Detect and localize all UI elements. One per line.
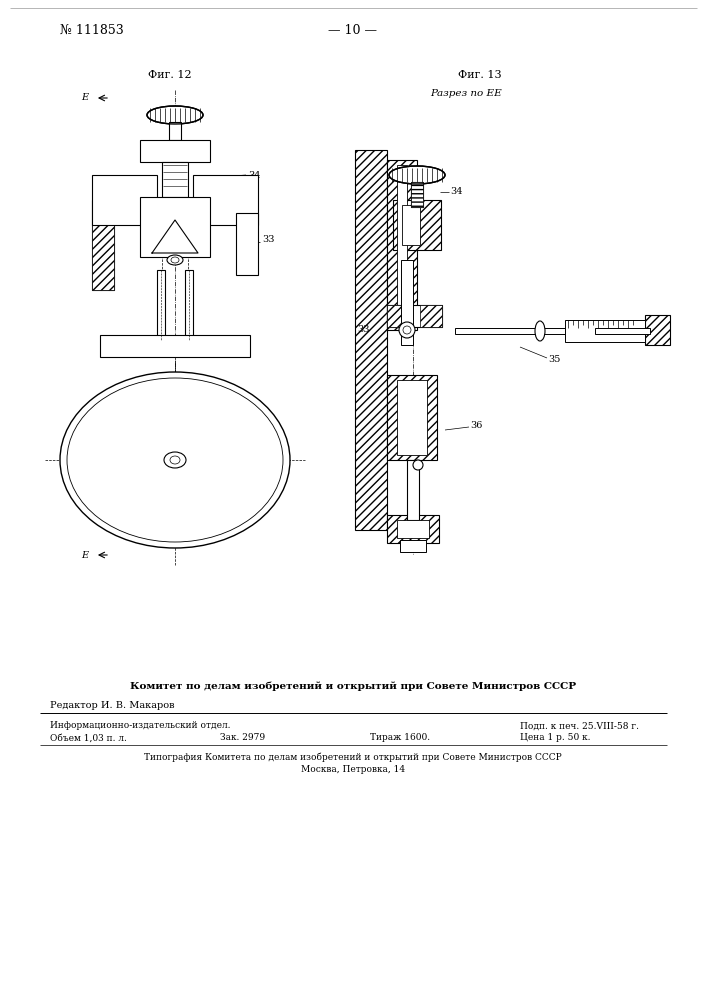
Text: E: E	[81, 550, 88, 560]
Bar	[193, 175, 258, 225]
Text: 34: 34	[248, 170, 260, 180]
Bar	[236, 213, 258, 275]
Ellipse shape	[60, 372, 290, 548]
Bar	[420, 305, 442, 327]
Bar	[157, 270, 165, 340]
Text: № 111853: № 111853	[60, 23, 124, 36]
Bar	[411, 182, 423, 207]
Bar	[92, 200, 114, 290]
Bar	[595, 328, 650, 334]
Bar	[387, 375, 437, 460]
Text: 36: 36	[470, 420, 482, 430]
Bar	[162, 162, 188, 197]
Bar	[397, 380, 427, 455]
Bar	[645, 315, 670, 345]
Ellipse shape	[67, 378, 283, 542]
Text: Фиг. 13: Фиг. 13	[458, 70, 502, 80]
Text: 33: 33	[262, 235, 274, 244]
Text: — 10 —: — 10 —	[329, 23, 378, 36]
Text: Редактор И. В. Макаров: Редактор И. В. Макаров	[50, 700, 175, 710]
Bar	[140, 197, 210, 257]
Bar	[387, 305, 442, 327]
Text: Разрез по ЕЕ: Разрез по ЕЕ	[430, 89, 502, 98]
Ellipse shape	[535, 321, 545, 341]
Bar	[401, 260, 413, 345]
Text: 35: 35	[548, 356, 561, 364]
Text: Цена 1 р. 50 к.: Цена 1 р. 50 к.	[520, 734, 590, 742]
Bar	[407, 460, 419, 520]
Text: Зак. 2979: Зак. 2979	[220, 734, 265, 742]
Ellipse shape	[413, 460, 423, 470]
Text: 34: 34	[450, 188, 462, 196]
Bar	[100, 335, 250, 357]
Text: Типография Комитета по делам изобретений и открытий при Совете Министров СССР: Типография Комитета по делам изобретений…	[144, 752, 562, 762]
Bar	[397, 520, 429, 538]
Bar	[185, 270, 193, 340]
Bar	[140, 140, 210, 162]
Bar	[387, 305, 409, 327]
Bar	[455, 328, 595, 334]
Bar	[169, 122, 181, 140]
Polygon shape	[152, 220, 198, 253]
Bar	[387, 160, 417, 330]
Text: Объем 1,03 п. л.: Объем 1,03 п. л.	[50, 734, 127, 742]
Bar	[397, 165, 407, 325]
Text: Комитет по делам изобретений и открытий при Совете Министров СССР: Комитет по делам изобретений и открытий …	[130, 681, 576, 691]
Text: 33: 33	[358, 326, 370, 334]
Ellipse shape	[403, 326, 411, 334]
Text: Подп. к печ. 25.VIII-58 г.: Подп. к печ. 25.VIII-58 г.	[520, 722, 639, 730]
Text: E: E	[81, 94, 88, 103]
Text: Москва, Петровка, 14: Москва, Петровка, 14	[301, 764, 405, 774]
Bar	[92, 175, 157, 225]
Text: Фиг. 12: Фиг. 12	[148, 70, 192, 80]
Text: Тираж 1600.: Тираж 1600.	[370, 734, 430, 742]
Bar	[355, 150, 387, 530]
Ellipse shape	[171, 257, 179, 263]
Bar	[92, 200, 114, 290]
Ellipse shape	[399, 322, 415, 338]
Bar	[565, 320, 645, 342]
Ellipse shape	[167, 255, 183, 265]
Ellipse shape	[164, 452, 186, 468]
Bar	[411, 182, 423, 207]
Ellipse shape	[170, 456, 180, 464]
Bar	[393, 200, 441, 250]
Ellipse shape	[389, 166, 445, 184]
Text: Информационно-издательский отдел.: Информационно-издательский отдел.	[50, 722, 230, 730]
Ellipse shape	[147, 106, 203, 124]
Bar	[402, 205, 420, 245]
Bar	[400, 540, 426, 552]
Bar	[387, 515, 439, 543]
